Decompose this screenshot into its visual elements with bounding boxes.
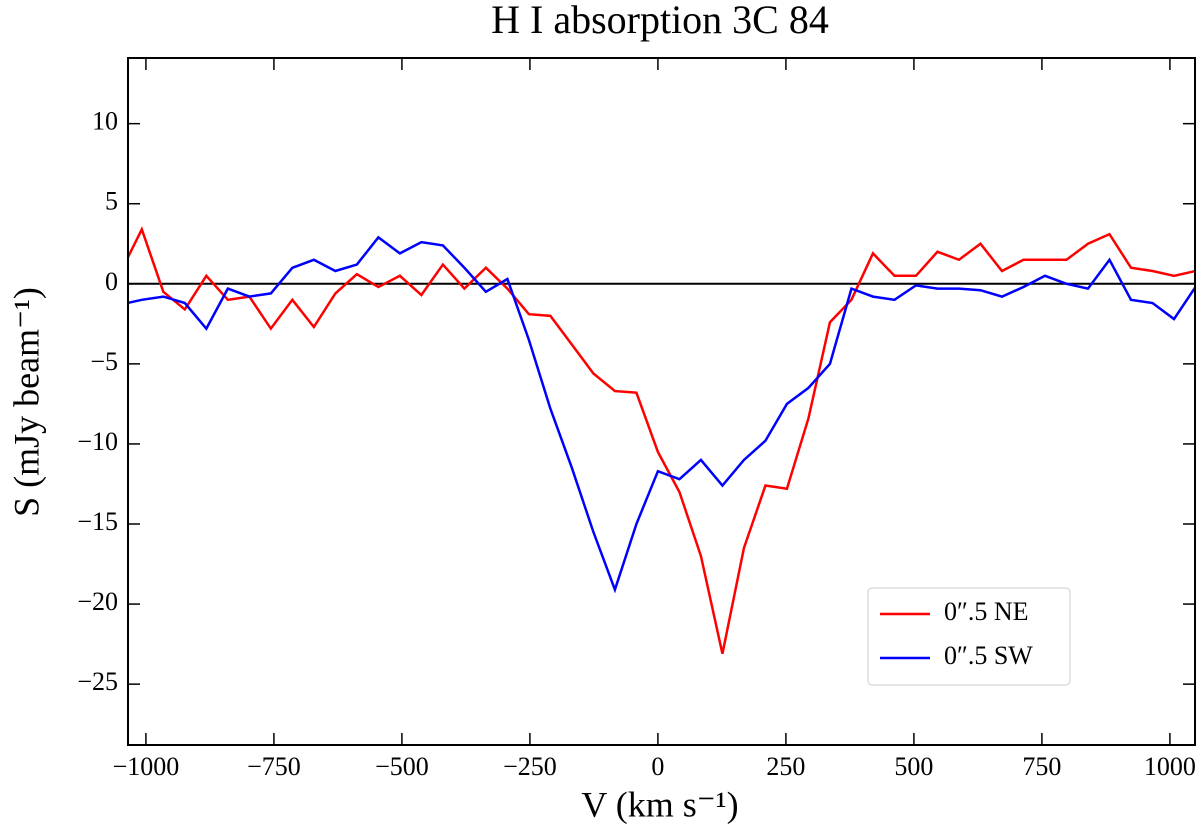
legend-label: 0″.5 SW	[944, 641, 1033, 670]
legend-label: 0″.5 NE	[944, 597, 1029, 626]
x-tick-label: 750	[1022, 752, 1061, 781]
x-tick-label: 1000	[1144, 752, 1196, 781]
y-tick-label: −15	[77, 507, 118, 536]
x-tick-label: −1000	[113, 752, 180, 781]
x-tick-label: −500	[375, 752, 429, 781]
y-tick-label: 0	[105, 267, 118, 296]
y-tick-label: −5	[90, 347, 118, 376]
y-tick-label: −25	[77, 667, 118, 696]
x-axis-label: V (km s⁻¹)	[581, 784, 738, 824]
y-tick-label: 5	[105, 187, 118, 216]
x-tick-label: 0	[651, 752, 664, 781]
x-tick-label: 500	[894, 752, 933, 781]
y-axis-label: S (mJy beam⁻¹)	[6, 287, 46, 517]
plot-area	[128, 226, 1195, 654]
x-tick-label: −250	[503, 752, 557, 781]
data-line	[128, 226, 1195, 654]
x-tick-label: −750	[247, 752, 301, 781]
legend-box	[867, 587, 1071, 686]
chart-title: H I absorption 3C 84	[491, 0, 829, 42]
plot-frame	[127, 57, 1196, 746]
data-line	[128, 235, 1195, 594]
y-tick-label: −10	[77, 427, 118, 456]
x-tick-label: 250	[766, 752, 805, 781]
y-tick-label: −20	[77, 587, 118, 616]
y-tick-label: 10	[92, 107, 118, 136]
